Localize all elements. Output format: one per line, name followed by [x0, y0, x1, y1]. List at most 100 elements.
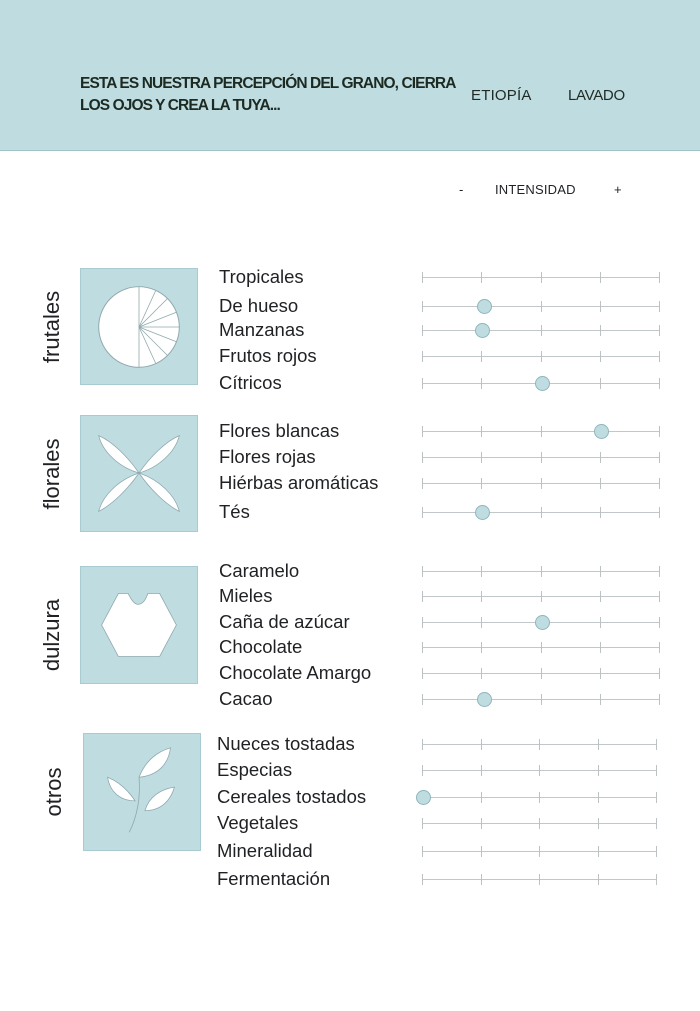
intensity-scale-mineralidad[interactable] — [422, 845, 657, 857]
scale-tick — [656, 818, 657, 829]
intensity-scale-chocolate[interactable] — [422, 641, 660, 653]
intensity-minus: - — [459, 182, 464, 197]
scale-tick — [422, 325, 423, 336]
scale-tick — [422, 846, 423, 857]
flavor-label-mineralidad: Mineralidad — [217, 840, 313, 861]
intensity-marker[interactable] — [475, 323, 490, 338]
intensity-scale-citricos[interactable] — [422, 376, 660, 391]
scale-tick — [598, 818, 599, 829]
flavor-label-vegetales: Vegetales — [217, 812, 299, 833]
scale-tick — [481, 846, 482, 857]
scale-tick — [541, 694, 542, 705]
scale-tick — [481, 426, 482, 437]
intensity-scale-vegetales[interactable] — [422, 817, 657, 829]
scale-tick — [422, 507, 423, 518]
scale-tick — [481, 642, 482, 653]
scale-tick — [422, 351, 423, 362]
intensity-scale-chocolate-amargo[interactable] — [422, 667, 660, 679]
scale-tick — [659, 452, 660, 463]
scale-tick — [422, 301, 423, 312]
scale-tick — [598, 874, 599, 885]
scale-tick — [659, 301, 660, 312]
intensity-scale-cana-de-azucar[interactable] — [422, 615, 660, 630]
flavor-label-de-hueso: De hueso — [219, 295, 299, 316]
flavor-label-citricos: Cítricos — [219, 372, 282, 393]
intensity-scale-cacao[interactable] — [422, 692, 660, 707]
scale-tick — [422, 765, 423, 776]
scale-tick — [659, 617, 660, 628]
intensity-marker[interactable] — [477, 692, 492, 707]
flavor-label-mieles: Mieles — [219, 585, 273, 606]
scale-tick — [600, 591, 601, 602]
scale-tick — [598, 739, 599, 750]
scale-tick — [541, 452, 542, 463]
origin-label: ETIOPÍA — [471, 87, 532, 104]
scale-tick — [422, 478, 423, 489]
scale-tick — [422, 642, 423, 653]
scale-tick — [656, 765, 657, 776]
scale-tick — [600, 272, 601, 283]
scale-tick — [481, 874, 482, 885]
intensity-marker[interactable] — [475, 505, 490, 520]
scale-tick — [600, 378, 601, 389]
intensity-scale-manzanas[interactable] — [422, 323, 660, 338]
scale-tick — [659, 668, 660, 679]
flavor-label-manzanas: Manzanas — [219, 319, 305, 340]
intensity-scale-frutos-rojos[interactable] — [422, 350, 660, 362]
intensity-scale-hierbas-aromaticas[interactable] — [422, 477, 660, 489]
flavor-label-frutos-rojos: Frutos rojos — [219, 345, 317, 366]
scale-tick — [659, 566, 660, 577]
scale-tick — [481, 378, 482, 389]
scale-tick — [659, 478, 660, 489]
scale-tick — [481, 792, 482, 803]
scale-tick — [659, 426, 660, 437]
scale-tick — [659, 378, 660, 389]
intensity-scale-caramelo[interactable] — [422, 565, 660, 577]
intensity-scale-cereales-tostados[interactable] — [416, 790, 657, 805]
flower-petals-icon — [80, 415, 198, 532]
intensity-scale-especias[interactable] — [422, 764, 657, 776]
scale-tick — [541, 668, 542, 679]
fruit-slice-icon — [80, 268, 198, 385]
intensity-marker[interactable] — [594, 424, 609, 439]
scale-tick — [422, 818, 423, 829]
intensity-scale-fermentacion[interactable] — [422, 873, 657, 885]
intensity-scale-flores-rojas[interactable] — [422, 451, 660, 463]
scale-tick — [598, 765, 599, 776]
intensity-scale-flores-blancas[interactable] — [422, 424, 660, 439]
scale-tick — [539, 846, 540, 857]
flavor-label-chocolate-amargo: Chocolate Amargo — [219, 662, 372, 683]
scale-tick — [541, 301, 542, 312]
intensity-scale-mieles[interactable] — [422, 590, 660, 602]
scale-tick — [541, 507, 542, 518]
scale-tick — [541, 566, 542, 577]
scale-tick — [422, 739, 423, 750]
intensity-scale-tes[interactable] — [422, 505, 660, 520]
scale-tick — [481, 739, 482, 750]
scale-tick — [600, 617, 601, 628]
scale-tick — [600, 452, 601, 463]
intensity-marker[interactable] — [535, 376, 550, 391]
intensity-marker[interactable] — [477, 299, 492, 314]
intensity-scale-tropicales[interactable] — [422, 271, 660, 283]
flavor-label-chocolate: Chocolate — [219, 636, 303, 657]
scale-tick — [422, 617, 423, 628]
intensity-marker[interactable] — [416, 790, 431, 805]
scale-tick — [541, 591, 542, 602]
intensity-plus: + — [614, 182, 622, 197]
scale-tick — [481, 272, 482, 283]
scale-tick — [481, 617, 482, 628]
flavor-label-tes: Tés — [219, 501, 250, 522]
intensity-scale-nueces-tostadas[interactable] — [422, 738, 657, 750]
flavor-label-caramelo: Caramelo — [219, 560, 300, 581]
scale-tick — [659, 642, 660, 653]
scale-tick — [600, 351, 601, 362]
intensity-scale-de-hueso[interactable] — [422, 299, 660, 314]
scale-tick — [600, 507, 601, 518]
scale-tick — [598, 846, 599, 857]
tagline: ESTA ES NUESTRA PERCEPCIÓN DEL GRANO, CI… — [80, 75, 456, 114]
intensity-marker[interactable] — [535, 615, 550, 630]
flavor-label-cacao: Cacao — [219, 688, 273, 709]
flavor-label-fermentacion: Fermentación — [217, 868, 331, 889]
scale-tick — [659, 507, 660, 518]
